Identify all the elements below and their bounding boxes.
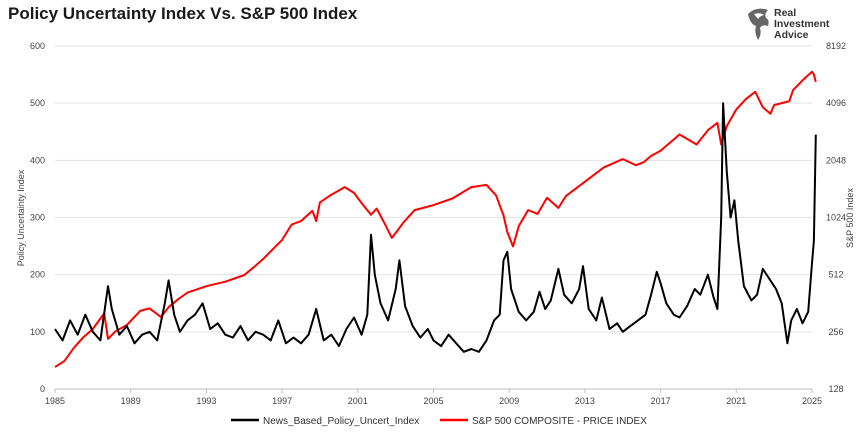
x-tick-label: 1993 <box>196 396 216 406</box>
x-tick-label: 1989 <box>121 396 141 406</box>
legend: News_Based_Policy_Uncert_Index S&P 500 C… <box>231 416 647 427</box>
right-tick-label: 8192 <box>826 41 846 51</box>
x-tick-label: 2013 <box>575 396 595 406</box>
right-axis-title: S&P 500 Index <box>845 188 855 248</box>
right-tick-label: 128 <box>828 384 843 394</box>
eagle-icon <box>748 8 769 40</box>
legend-label-sp500: S&P 500 COMPOSITE - PRICE INDEX <box>472 416 647 427</box>
x-tick-label: 1997 <box>272 396 292 406</box>
series-layer <box>54 70 817 368</box>
x-tick-label: 2025 <box>802 396 822 406</box>
left-axis-title: Policy Uncertainty Index <box>16 169 26 266</box>
right-tick-label: 2048 <box>826 155 846 165</box>
right-tick-label: 4096 <box>826 98 846 108</box>
right-axis-ticks: 128 256 512 1024 2048 4096 8192 <box>826 41 846 394</box>
left-tick-label: 600 <box>30 41 45 51</box>
policy-uncertainty-series-line <box>54 102 817 353</box>
legend-label-policy: News_Based_Policy_Uncert_Index <box>263 416 419 427</box>
x-axis-ticks: 1985 1989 1993 1997 2001 2005 2009 2013 2017 2021… <box>45 389 822 406</box>
sp500-series-line <box>54 70 817 368</box>
left-tick-label: 300 <box>30 213 45 223</box>
left-axis-ticks: 0 100 200 300 400 500 600 <box>30 41 45 394</box>
x-tick-label: 2017 <box>651 396 671 406</box>
chart-title: Policy Uncertainty Index Vs. S&P 500 Ind… <box>8 4 358 23</box>
right-tick-label: 256 <box>828 327 843 337</box>
x-tick-label: 1985 <box>45 396 65 406</box>
x-tick-label: 2009 <box>499 396 519 406</box>
left-tick-label: 500 <box>30 98 45 108</box>
brand-logo: Real Investment Advice <box>744 4 864 44</box>
right-tick-label: 1024 <box>826 213 846 223</box>
right-tick-label: 512 <box>828 270 843 280</box>
logo-text: Real Investment Advice <box>774 7 830 41</box>
left-tick-label: 400 <box>30 155 45 165</box>
left-tick-label: 200 <box>30 270 45 280</box>
left-tick-label: 100 <box>30 327 45 337</box>
x-tick-label: 2001 <box>348 396 368 406</box>
x-tick-label: 2005 <box>423 396 443 406</box>
left-tick-label: 0 <box>40 384 45 394</box>
x-tick-label: 2021 <box>726 396 746 406</box>
gridlines <box>55 45 812 390</box>
